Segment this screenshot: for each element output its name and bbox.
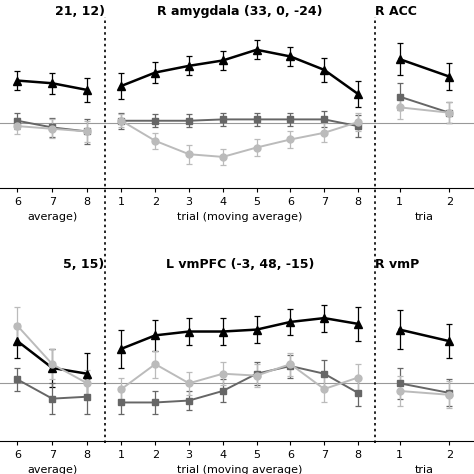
Title: R amygdala (33, 0, -24): R amygdala (33, 0, -24)	[157, 5, 322, 18]
Text: 5, 15): 5, 15)	[64, 258, 105, 271]
Text: 21, 12): 21, 12)	[55, 5, 105, 18]
X-axis label: average): average)	[27, 212, 77, 222]
X-axis label: tria: tria	[415, 465, 434, 474]
Title: L vmPFC (-3, 48, -15): L vmPFC (-3, 48, -15)	[165, 258, 314, 271]
X-axis label: average): average)	[27, 465, 77, 474]
Text: R vmP: R vmP	[375, 258, 419, 271]
Text: R ACC: R ACC	[375, 5, 417, 18]
X-axis label: tria: tria	[415, 212, 434, 222]
X-axis label: trial (moving average): trial (moving average)	[177, 212, 302, 222]
X-axis label: trial (moving average): trial (moving average)	[177, 465, 302, 474]
